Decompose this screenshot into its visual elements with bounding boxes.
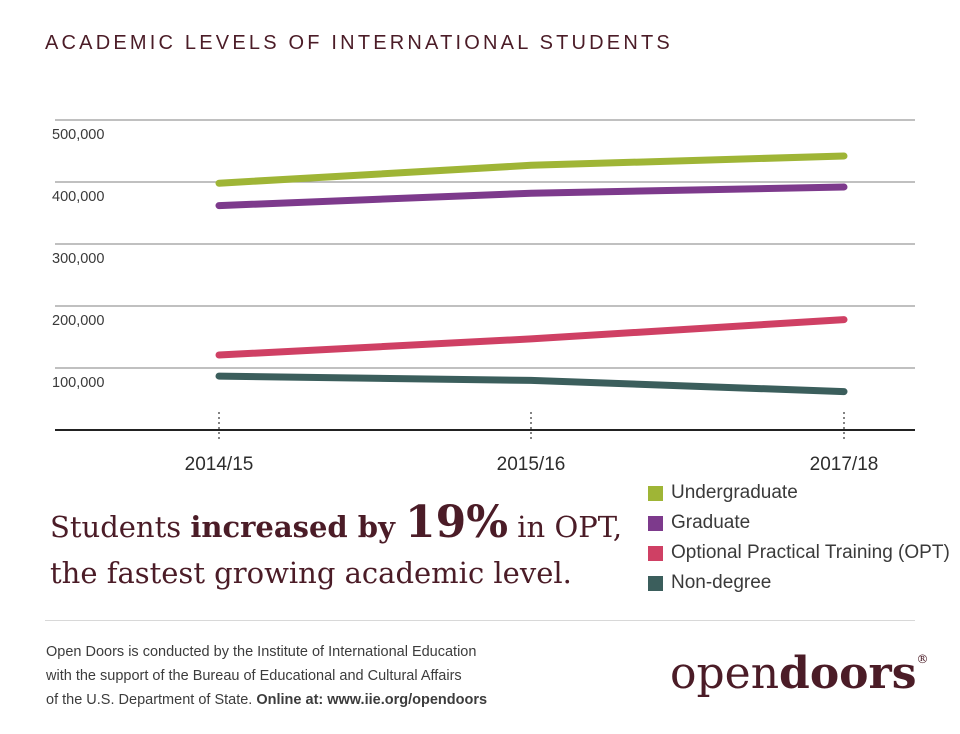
- series-lines: [215, 152, 848, 396]
- logo-open: open: [670, 648, 780, 699]
- headline-strong: increased by: [190, 510, 406, 544]
- series-line-undergraduate: [215, 152, 848, 187]
- logo-doors: doors: [779, 648, 917, 699]
- legend-label: Graduate: [671, 512, 751, 533]
- logo-registered-mark: ®: [916, 652, 929, 666]
- opendoors-logo: opendoors®: [670, 648, 928, 699]
- headline-text-2: in OPT,: [508, 510, 623, 544]
- legend-label: Optional Practical Training (OPT): [671, 542, 950, 563]
- y-tick-label: 100,000: [52, 375, 104, 391]
- x-axis: 2014/15 2015/16 2017/18: [55, 412, 915, 475]
- series-line-non-degree: [215, 372, 848, 396]
- headline-line-1: Students increased by 19% in OPT,: [50, 500, 622, 550]
- y-tick-label: 300,000: [52, 251, 104, 267]
- y-tick-label: 400,000: [52, 189, 104, 205]
- chart-title: ACADEMIC LEVELS OF INTERNATIONAL STUDENT…: [45, 32, 673, 54]
- y-tick-label: 200,000: [52, 313, 104, 329]
- headline: Students increased by 19% in OPT, the fa…: [50, 500, 622, 596]
- legend-swatch: [648, 545, 663, 561]
- legend-swatch: [648, 515, 663, 531]
- legend-item: Graduate: [648, 508, 950, 538]
- legend-label: Undergraduate: [671, 482, 798, 503]
- legend-item: Non-degree: [648, 568, 950, 598]
- legend-item: Undergraduate: [648, 478, 950, 508]
- x-tick-label: 2017/18: [810, 454, 879, 475]
- y-tick-labels: 100,000 200,000 300,000 400,000 500,000: [52, 127, 104, 391]
- legend-item: Optional Practical Training (OPT): [648, 538, 950, 568]
- x-tick-label: 2014/15: [185, 454, 254, 475]
- legend-label: Non-degree: [671, 572, 772, 593]
- headline-line-2: the fastest growing academic level.: [50, 556, 572, 590]
- legend: Undergraduate Graduate Optional Practical …: [648, 478, 950, 598]
- series-line-graduate: [215, 183, 848, 210]
- series-line-optional-practical-training-opt: [215, 316, 848, 359]
- footer-line-2: with the support of the Bureau of Educat…: [46, 668, 462, 684]
- headline-text-1: Students: [50, 510, 191, 544]
- footer-line-1: Open Doors is conducted by the Institute…: [46, 644, 477, 660]
- x-tick-label: 2015/16: [497, 454, 566, 475]
- footer-line-3-text: of the U.S. Department of State.: [46, 692, 257, 708]
- footer-note: Open Doors is conducted by the Institute…: [46, 640, 487, 712]
- legend-swatch: [648, 485, 663, 501]
- footer-line-3: of the U.S. Department of State. Online …: [46, 688, 487, 712]
- divider: [45, 620, 915, 621]
- headline-percent: 19%: [405, 497, 509, 548]
- legend-swatch: [648, 575, 663, 591]
- footer-link: Online at: www.iie.org/opendoors: [256, 692, 488, 708]
- y-tick-label: 500,000: [52, 127, 104, 143]
- gridlines: [55, 119, 915, 369]
